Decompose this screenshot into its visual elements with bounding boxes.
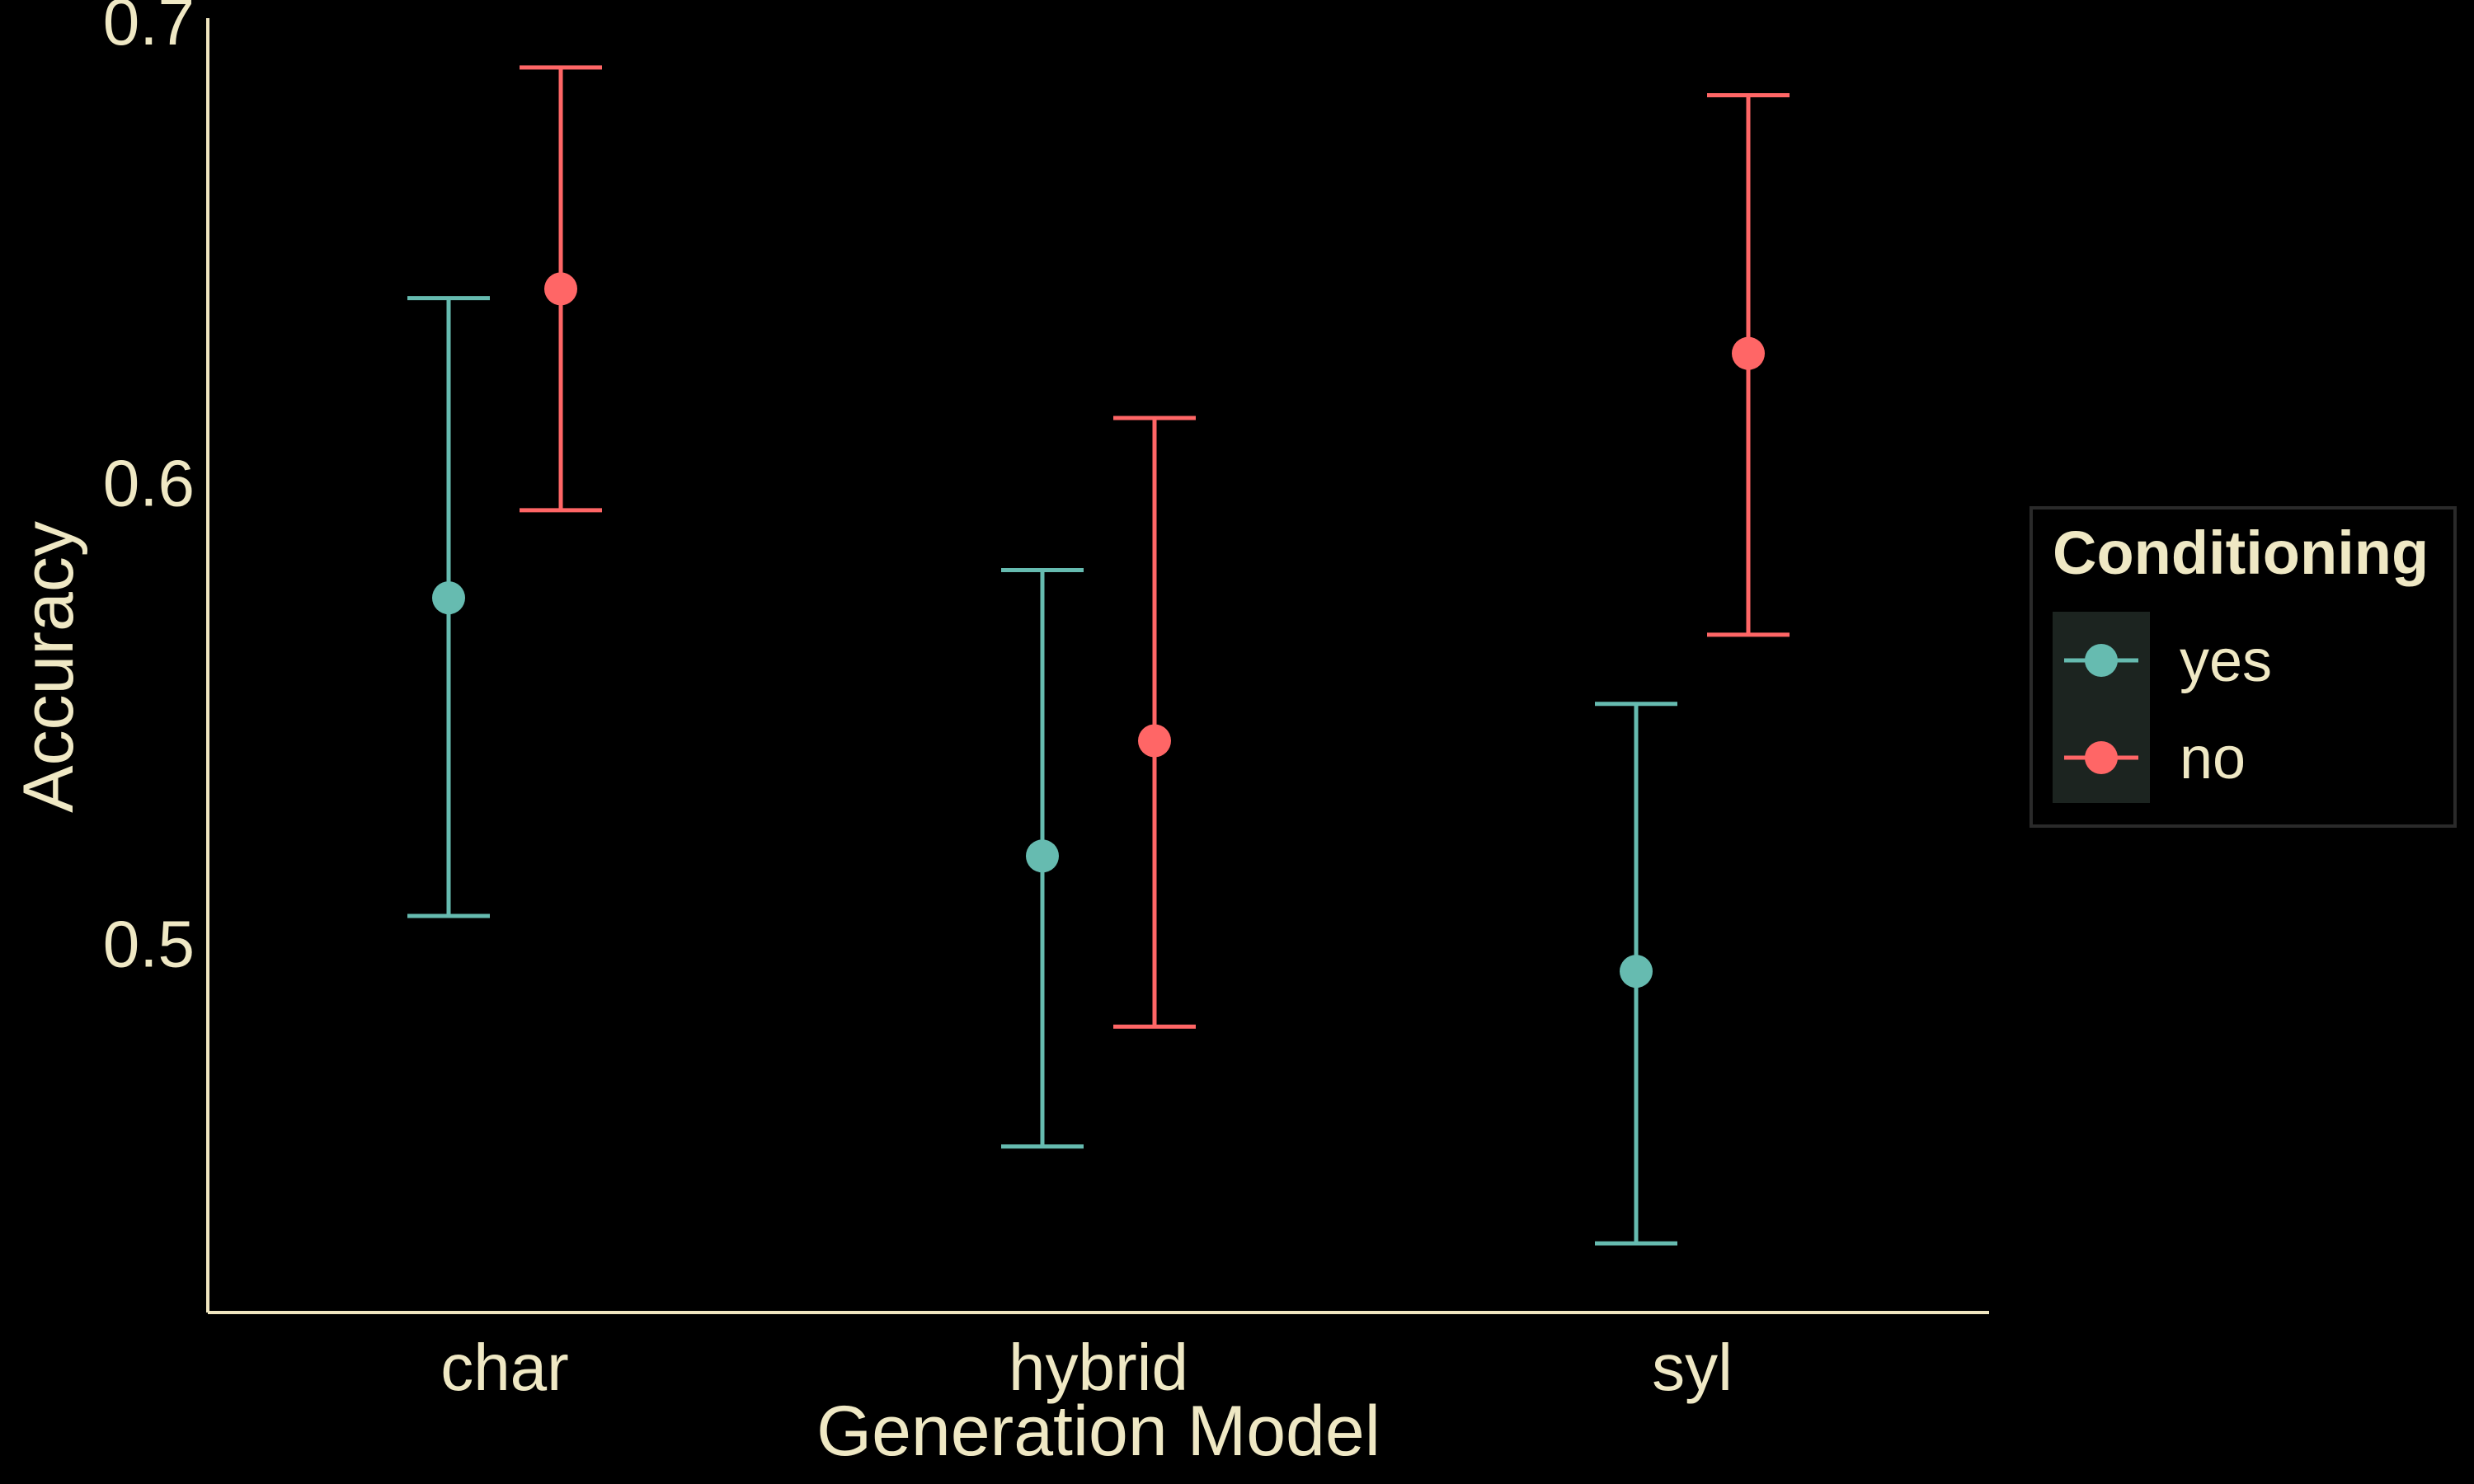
point-no-char — [544, 272, 577, 306]
x-tick-label: char — [440, 1331, 569, 1404]
errorbar-yes-syl — [1595, 702, 1677, 1246]
legend-item-no: no — [2064, 726, 2246, 791]
errorbar-no-char — [520, 65, 602, 513]
point-yes-syl — [1620, 955, 1653, 989]
legend-label: no — [2180, 726, 2246, 791]
legend-item-yes: yes — [2064, 628, 2272, 694]
legend-title: Conditioning — [2053, 519, 2429, 587]
chart-marks — [407, 65, 1790, 1246]
point-yes-hybrid — [1026, 839, 1059, 873]
legend-key-point — [2085, 644, 2118, 677]
errorbar-yes-hybrid — [1001, 568, 1084, 1149]
legend: Conditioning yes no — [2030, 506, 2457, 828]
legend-label: yes — [2180, 628, 2272, 694]
legend-items: yes no — [2064, 628, 2272, 791]
x-tick-label: syl — [1652, 1331, 1733, 1404]
y-tick-label: 0.7 — [103, 0, 195, 59]
y-tick-label: 0.5 — [103, 908, 195, 981]
x-tick-label: hybrid — [1009, 1331, 1188, 1404]
y-tick-label: 0.6 — [103, 446, 195, 519]
y-tick-labels: 0.5 0.6 0.7 — [103, 0, 195, 981]
errorbar-yes-char — [407, 296, 490, 918]
legend-keys-background — [2053, 612, 2150, 803]
x-tick-labels: char hybrid syl — [440, 1331, 1733, 1404]
x-axis-title: Generation Model — [816, 1392, 1380, 1471]
point-no-syl — [1732, 336, 1765, 370]
point-yes-char — [432, 581, 465, 615]
point-no-hybrid — [1138, 724, 1171, 758]
errorbar-no-syl — [1707, 92, 1790, 637]
errorbar-no-hybrid — [1113, 416, 1196, 1029]
y-axis-title: Accuracy — [9, 521, 88, 813]
legend-key-point — [2085, 741, 2118, 774]
